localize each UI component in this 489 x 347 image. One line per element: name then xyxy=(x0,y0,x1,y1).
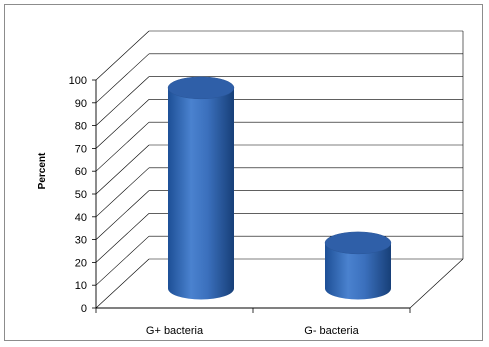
gridline-side-90 xyxy=(95,53,150,104)
floor-right-edge xyxy=(409,258,464,309)
bar-body xyxy=(168,87,234,300)
y-axis-title: Percent xyxy=(37,152,48,189)
gridline-side-60 xyxy=(95,121,150,172)
gridline-side-70 xyxy=(95,99,150,149)
y-tick-label-10: 10 xyxy=(75,280,87,292)
y-tick-label-30: 30 xyxy=(75,235,87,247)
bar-g-bacteria xyxy=(324,231,392,300)
gridline-side-50 xyxy=(95,144,150,195)
y-tick-label-60: 60 xyxy=(75,166,87,178)
y-tick-label-50: 50 xyxy=(75,189,87,201)
gridline-side-0 xyxy=(95,258,150,309)
gridline-side-80 xyxy=(95,76,150,126)
x-category-label: G+ bacteria xyxy=(146,325,204,337)
gridline-side-100 xyxy=(95,30,150,81)
gridline-side-40 xyxy=(95,167,150,218)
bar-top xyxy=(167,76,235,100)
y-tick-label-80: 80 xyxy=(75,121,87,133)
chart-gridlines xyxy=(95,30,463,309)
y-tick-label-20: 20 xyxy=(75,257,87,269)
chart-axes xyxy=(92,79,464,313)
chart-bars xyxy=(167,76,392,300)
y-tick-label-70: 70 xyxy=(75,143,87,155)
gridline-side-10 xyxy=(95,235,150,286)
x-category-label: G- bacteria xyxy=(304,325,359,337)
x-axis-labels: G+ bacteria G- bacteria xyxy=(146,325,360,337)
y-tick-label-90: 90 xyxy=(75,98,87,110)
y-axis-ticks: 0 10 20 30 40 50 60 70 80 90 100 xyxy=(69,75,87,315)
bar-top xyxy=(324,231,392,255)
chart-frame: 0 10 20 30 40 50 60 70 80 90 100 G+ bacteria G- bac… xyxy=(4,4,483,341)
y-tick-label-100: 100 xyxy=(69,75,87,87)
y-tick-label-0: 0 xyxy=(81,303,87,315)
chart-svg: 0 10 20 30 40 50 60 70 80 90 100 G+ bacteria G- bac… xyxy=(37,30,464,337)
bar-body xyxy=(325,242,391,300)
bar-g-bacteria xyxy=(167,76,235,300)
gridline-side-20 xyxy=(95,213,150,263)
gridline-side-30 xyxy=(95,190,150,240)
y-tick-label-40: 40 xyxy=(75,212,87,224)
